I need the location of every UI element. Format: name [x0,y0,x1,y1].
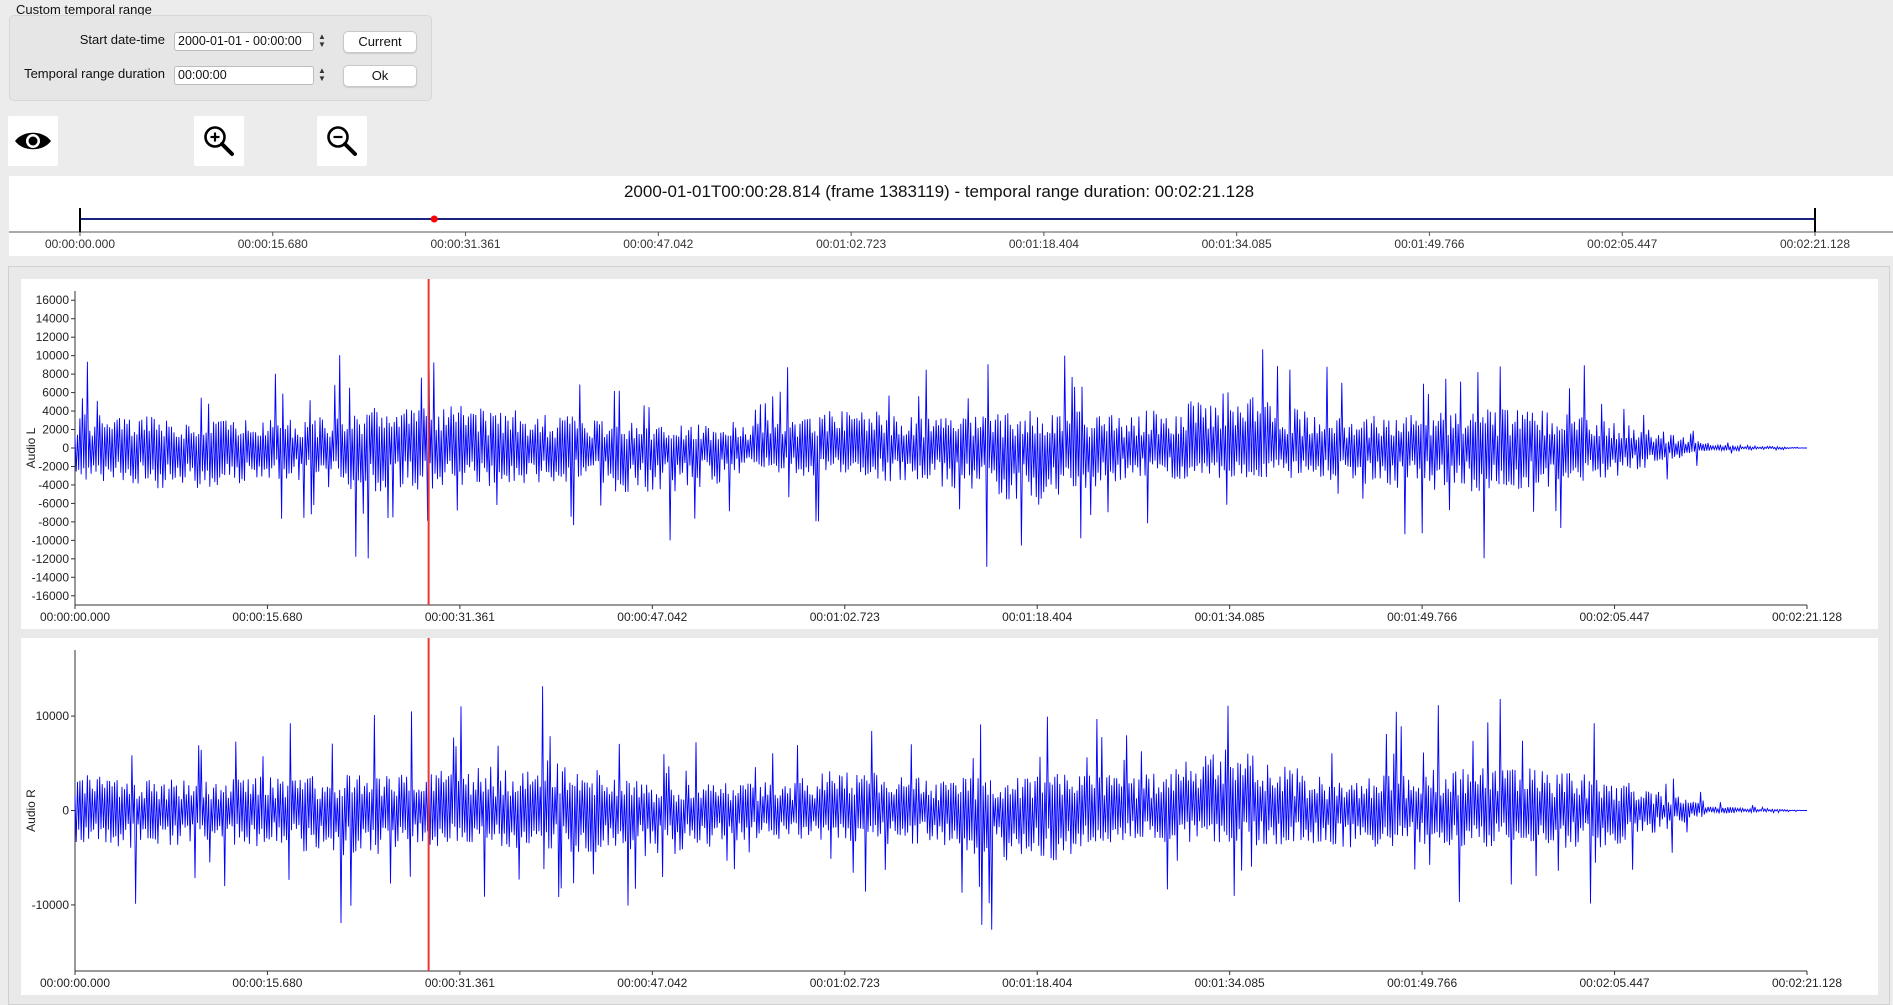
duration-field[interactable]: 00:00:00 [174,66,314,85]
y-tick-label: 2000 [42,423,69,437]
x-tick-label: 00:01:02.723 [810,976,880,990]
y-tick-label: 8000 [42,367,69,381]
y-tick-label: -12000 [32,552,70,566]
audio-right-chart[interactable]: 10000 0 -10000 Audio R 00:00:00.000 00:00:15.… [21,638,1878,995]
chevron-down-icon: ▼ [318,40,326,49]
x-tick-label: 00:01:49.766 [1387,976,1457,990]
y-tick-label: 0 [62,804,69,818]
y-tick-label: 6000 [42,386,69,400]
x-tick-label: 00:02:05.447 [1580,976,1650,990]
waveform-series [74,341,1807,567]
y-tick-label: -2000 [38,459,69,473]
x-tick-label: 00:00:00.000 [40,976,110,990]
current-button[interactable]: Current [343,31,417,53]
y-tick-label: 0 [62,441,69,455]
x-tick-label: 00:00:47.042 [617,976,687,990]
chevron-up-icon: ▲ [318,66,326,75]
timeline-slider[interactable]: 00:00:00.000 00:00:15.680 00:00:31.361 00:0… [9,176,1893,256]
y-tick-label: -8000 [38,515,69,529]
y-tick-label: -4000 [38,478,69,492]
timeline-tick-label: 00:02:05.447 [1587,237,1657,251]
zoom-in-button[interactable] [194,116,244,166]
x-tick-label: 00:00:31.361 [425,610,495,624]
y-tick-label: -10000 [32,898,70,912]
y-tick-label: -16000 [32,589,70,603]
timeline-tick-label: 00:01:02.723 [816,237,886,251]
y-tick-label: 16000 [36,293,70,307]
y-tick-label: 12000 [36,330,70,344]
timeline-title: 2000-01-01T00:00:28.814 (frame 1383119) … [623,182,1255,201]
x-tick-label: 00:01:49.766 [1387,610,1457,624]
waveform-series [74,686,1807,930]
x-tick-label: 00:01:02.723 [810,610,880,624]
y-axis-label: Audio L [24,427,38,468]
timeline-tick-label: 00:01:18.404 [1009,237,1079,251]
y-tick-label: 10000 [36,349,70,363]
y-axis-label: Audio R [24,789,38,832]
timeline-tick-label: 00:00:31.361 [431,237,501,251]
x-tick-label: 00:02:21.128 [1772,976,1842,990]
timeline-cursor[interactable] [430,215,438,223]
zoom-in-icon [204,126,234,156]
x-tick-label: 00:01:34.085 [1195,610,1265,624]
zoom-out-icon [327,126,357,156]
range-group-title: Custom temporal range [16,2,152,17]
timeline-tick-label: 00:00:47.042 [623,237,693,251]
x-tick-label: 00:01:34.085 [1195,976,1265,990]
x-tick-label: 00:02:05.447 [1580,610,1650,624]
custom-temporal-range-panel: Start date-time 2000-01-01 - 00:00:00 ▲ … [9,15,432,101]
timeline-tick-label: 00:00:15.680 [238,237,308,251]
zoom-out-button[interactable] [317,116,367,166]
y-tick-label: -10000 [32,533,70,547]
timeline-tick-label: 00:02:21.128 [1780,237,1850,251]
audio-right-plot[interactable]: 10000 0 -10000 Audio R 00:00:00.000 00:00:15.… [21,638,1878,995]
x-tick-label: 00:01:18.404 [1002,976,1072,990]
timeline-tick-label: 00:01:34.085 [1202,237,1272,251]
chevron-down-icon: ▼ [318,74,326,83]
y-tick-label: -14000 [32,570,70,584]
x-tick-label: 00:00:15.680 [232,976,302,990]
start-date-field[interactable]: 2000-01-01 - 00:00:00 [174,32,314,51]
timeline-tick-label: 00:01:49.766 [1394,237,1464,251]
x-tick-label: 00:00:15.680 [232,610,302,624]
timeline-panel[interactable]: 2000-01-01T00:00:28.814 (frame 1383119) … [9,176,1893,256]
start-date-stepper[interactable]: ▲ ▼ [316,31,328,51]
audio-left-plot[interactable]: 16000 14000 12000 10000 8000 6000 4000 2000 0 -20… [21,279,1878,629]
y-tick-label: 14000 [36,312,70,326]
start-date-label: Start date-time [79,32,165,47]
eye-icon [15,132,51,150]
duration-stepper[interactable]: ▲ ▼ [316,65,328,85]
x-tick-label: 00:02:21.128 [1772,610,1842,624]
x-tick-label: 00:00:47.042 [617,610,687,624]
duration-label: Temporal range duration [24,66,165,81]
x-tick-label: 00:01:18.404 [1002,610,1072,624]
x-tick-label: 00:00:31.361 [425,976,495,990]
timeline-tick-label: 00:00:00.000 [45,237,115,251]
visibility-toggle[interactable] [8,116,58,166]
audio-left-chart[interactable]: 16000 14000 12000 10000 8000 6000 4000 2000 0 -20… [21,279,1878,629]
y-tick-label: 10000 [36,709,70,723]
y-tick-label: 4000 [42,404,69,418]
x-tick-label: 00:00:00.000 [40,610,110,624]
waveform-charts: 16000 14000 12000 10000 8000 6000 4000 2000 0 -20… [8,266,1890,1005]
y-tick-label: -6000 [38,496,69,510]
chevron-up-icon: ▲ [318,32,326,41]
ok-button[interactable]: Ok [343,65,417,87]
